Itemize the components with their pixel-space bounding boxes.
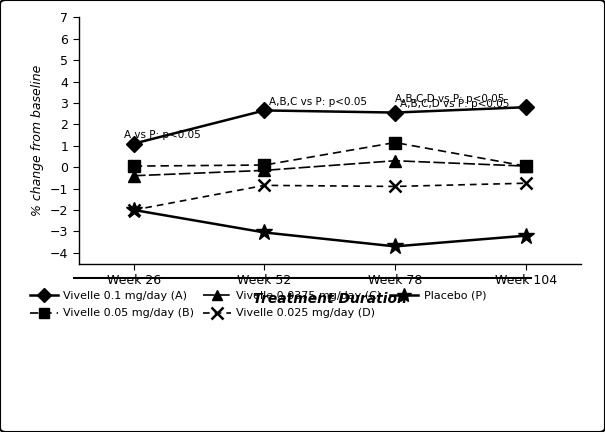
Text: A,B,C vs P: p<0.05: A,B,C vs P: p<0.05 (269, 97, 367, 107)
Text: A,B,C,D vs P: p<0.05: A,B,C,D vs P: p<0.05 (400, 99, 509, 109)
Text: A vs P: p<0.05: A vs P: p<0.05 (124, 130, 201, 140)
Legend: Vivelle 0.1 mg/day (A), Vivelle 0.05 mg/day (B), Vivelle 0.0375 mg/day (C), Vive: Vivelle 0.1 mg/day (A), Vivelle 0.05 mg/… (30, 291, 486, 318)
Text: A,B,C,D vs P: p<0.05: A,B,C,D vs P: p<0.05 (395, 94, 505, 104)
X-axis label: Treatment Duration: Treatment Duration (253, 292, 407, 306)
Y-axis label: % change from baseline: % change from baseline (31, 65, 44, 216)
